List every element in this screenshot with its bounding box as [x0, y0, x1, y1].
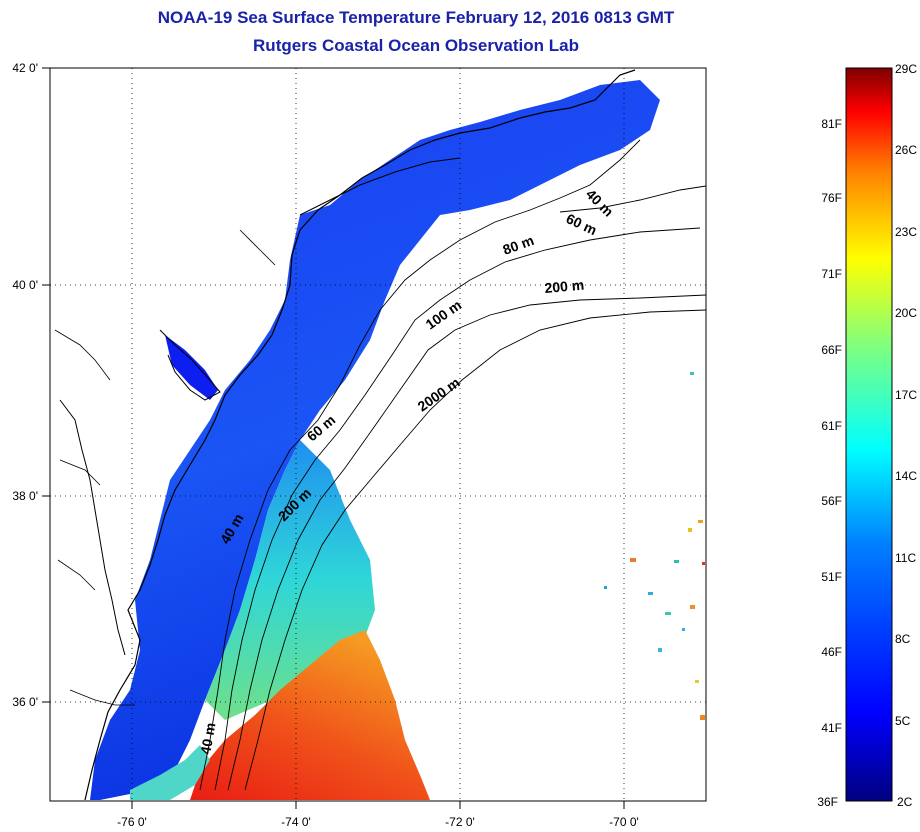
sst-cold-shelf [90, 80, 660, 800]
contour-label: 200 m [544, 277, 585, 296]
colorbar-fahrenheit-label: 61F [821, 419, 842, 433]
colorbar-fahrenheit-label: 56F [821, 494, 842, 508]
colorbar-celsius-label: 26C [895, 143, 917, 157]
lat-tick-label: 38 0' [12, 489, 38, 503]
sst-speckles [604, 372, 705, 720]
colorbar-fahrenheit-label: 46F [821, 645, 842, 659]
colorbar [845, 67, 893, 802]
inland-rivers [54, 229, 276, 706]
map-subtitle: Rutgers Coastal Ocean Observation Lab [253, 36, 579, 55]
colorbar-celsius-label: 8C [895, 632, 911, 646]
colorbar-celsius-label: 5C [895, 714, 911, 728]
lon-tick-label: -70 0' [609, 815, 639, 829]
long-island-outline [299, 157, 461, 216]
bathymetry-contours [199, 139, 706, 791]
colorbar-celsius-label: 29C [895, 62, 917, 76]
colorbar-celsius-label: 2C [897, 795, 913, 809]
colorbar-celsius-label: 20C [895, 306, 917, 320]
lon-tick-label: -74 0' [281, 815, 311, 829]
axis-ticks [42, 67, 625, 809]
colorbar-celsius-label: 14C [895, 469, 917, 483]
sst-bay-water [165, 335, 218, 400]
colorbar-fahrenheit-label: 66F [821, 343, 842, 357]
lon-tick-label: -76 0' [117, 815, 147, 829]
map-content: 40 m 60 m 80 m 200 m 100 m 2000 m 60 m 2… [50, 68, 706, 801]
lat-tick-label: 40 0' [12, 278, 38, 292]
delaware-bay-outline [159, 329, 221, 401]
lon-tick-label: -72 0' [445, 815, 475, 829]
map-title: NOAA-19 Sea Surface Temperature February… [157, 8, 675, 27]
colorbar-fahrenheit-label: 76F [821, 191, 842, 205]
colorbar-fahrenheit-label: 51F [821, 570, 842, 584]
colorbar-fahrenheit-label: 41F [821, 721, 842, 735]
contour-label: 40 m [197, 721, 218, 755]
colorbar-fahrenheit-label: 81F [821, 117, 842, 131]
sst-coastal-cyan [130, 745, 210, 800]
sst-warm-water [190, 630, 430, 800]
colorbar-fahrenheit-label: 71F [821, 267, 842, 281]
coastline [84, 69, 636, 801]
colorbar-celsius-label: 23C [895, 225, 917, 239]
lat-tick-label: 36 0' [12, 695, 38, 709]
colorbar-celsius-label: 17C [895, 388, 917, 402]
chesapeake-outline [59, 399, 126, 656]
colorbar-fahrenheit-label: 36F [817, 795, 838, 809]
graticule [50, 68, 706, 801]
colorbar-celsius-label: 11C [895, 551, 916, 565]
lat-tick-label: 42 0' [12, 61, 38, 75]
